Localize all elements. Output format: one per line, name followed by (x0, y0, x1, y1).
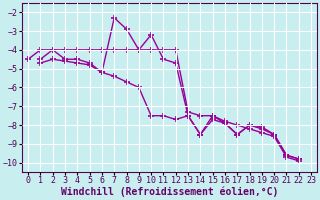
X-axis label: Windchill (Refroidissement éolien,°C): Windchill (Refroidissement éolien,°C) (61, 187, 278, 197)
